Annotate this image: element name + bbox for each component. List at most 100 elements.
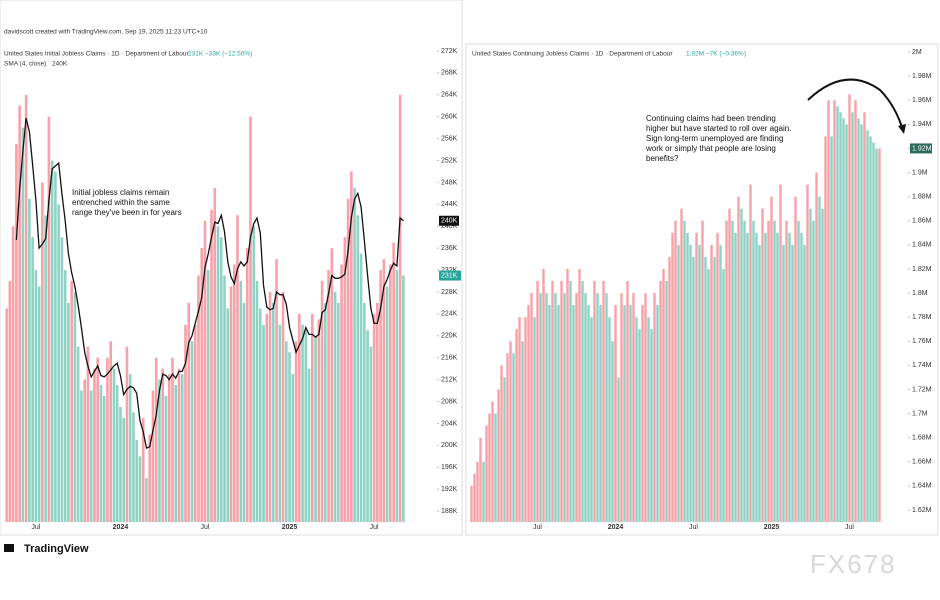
y-tick-label: 216K [441, 355, 458, 362]
bar [203, 220, 207, 522]
bar [698, 244, 701, 522]
y-tick-label: 1.94M [912, 121, 932, 128]
y-tick-label: 212K [441, 376, 458, 383]
bar [662, 268, 665, 522]
bar [851, 112, 854, 523]
bar [512, 353, 515, 522]
y-tick-label: 228K [441, 289, 458, 296]
bar [21, 127, 25, 523]
bar [63, 270, 67, 522]
bar [258, 308, 262, 522]
bar [653, 293, 656, 522]
bar [506, 353, 509, 522]
bar [560, 281, 563, 522]
bar [15, 144, 18, 522]
bar [343, 237, 347, 522]
y-tick-label: 192K [441, 486, 458, 493]
bar [262, 324, 265, 522]
bar [575, 293, 578, 522]
bar [145, 478, 148, 522]
bar [644, 293, 647, 522]
bar [551, 281, 554, 522]
annotation: Initial jobless claims remain entrenched… [72, 188, 182, 217]
logo: TradingView [24, 543, 89, 555]
bar [824, 136, 827, 522]
x-tick-label: 2025 [764, 524, 780, 531]
bar [602, 281, 605, 522]
bar [539, 293, 542, 522]
bar [878, 148, 881, 522]
watermark: FX678 [810, 549, 897, 579]
bar [737, 196, 740, 522]
y-tick-label: 1.7M [912, 410, 928, 417]
bar [521, 341, 524, 522]
bar [626, 281, 629, 522]
bar [542, 268, 545, 522]
bar [491, 401, 494, 522]
y-tick-label: 260K [441, 114, 458, 121]
bar [200, 248, 204, 523]
bar [171, 357, 174, 522]
bar [337, 302, 340, 522]
bar [206, 270, 210, 522]
bar [115, 385, 119, 522]
y-tick-label: 1.76M [912, 338, 932, 345]
bar [782, 244, 785, 522]
bar [623, 305, 626, 522]
bar [89, 390, 93, 522]
y-tick-label: 240K [441, 223, 458, 230]
bar [193, 324, 197, 522]
y-tick-label: 1.68M [912, 434, 932, 441]
bar [584, 293, 587, 522]
bar [402, 275, 405, 522]
logo-icon [4, 544, 14, 552]
y-tick-label: 196K [441, 464, 458, 471]
bar [485, 425, 488, 522]
bar [848, 94, 851, 522]
bar [476, 461, 479, 522]
bar [842, 118, 845, 522]
y-tick-label: 188K [441, 508, 458, 515]
bar [665, 281, 668, 522]
y-tick-label: 220K [441, 333, 458, 340]
bar [369, 346, 373, 522]
bar [671, 232, 674, 523]
y-tick-label: 256K [441, 135, 458, 142]
bar [28, 198, 31, 522]
bar [281, 291, 285, 522]
bar [275, 259, 278, 522]
bar [692, 256, 695, 522]
bar [860, 124, 863, 522]
bar [854, 100, 857, 522]
arrow-head [898, 124, 906, 134]
bar [265, 313, 269, 522]
bar [268, 291, 272, 522]
bar [707, 268, 710, 522]
bar [184, 324, 187, 522]
bar [554, 293, 557, 522]
bar [794, 196, 797, 522]
bar [593, 281, 596, 522]
bar [647, 317, 650, 522]
bar [372, 313, 376, 522]
bar [755, 232, 758, 523]
bar [333, 291, 337, 522]
bar [304, 330, 308, 522]
y-tick-label: 248K [441, 179, 458, 186]
bar [350, 171, 353, 523]
bar [719, 244, 722, 522]
bar [569, 281, 572, 522]
bar [158, 379, 161, 522]
change: 231K −33K (−12.50%) [188, 51, 252, 58]
bar [812, 220, 815, 522]
bar [689, 244, 692, 522]
bar [249, 116, 252, 522]
bar [617, 377, 620, 522]
last-tag [439, 270, 461, 281]
bar [809, 208, 812, 522]
bar [632, 293, 635, 522]
indicator-value: 240K [52, 61, 68, 68]
bar [8, 281, 12, 522]
sma-line [15, 117, 404, 450]
